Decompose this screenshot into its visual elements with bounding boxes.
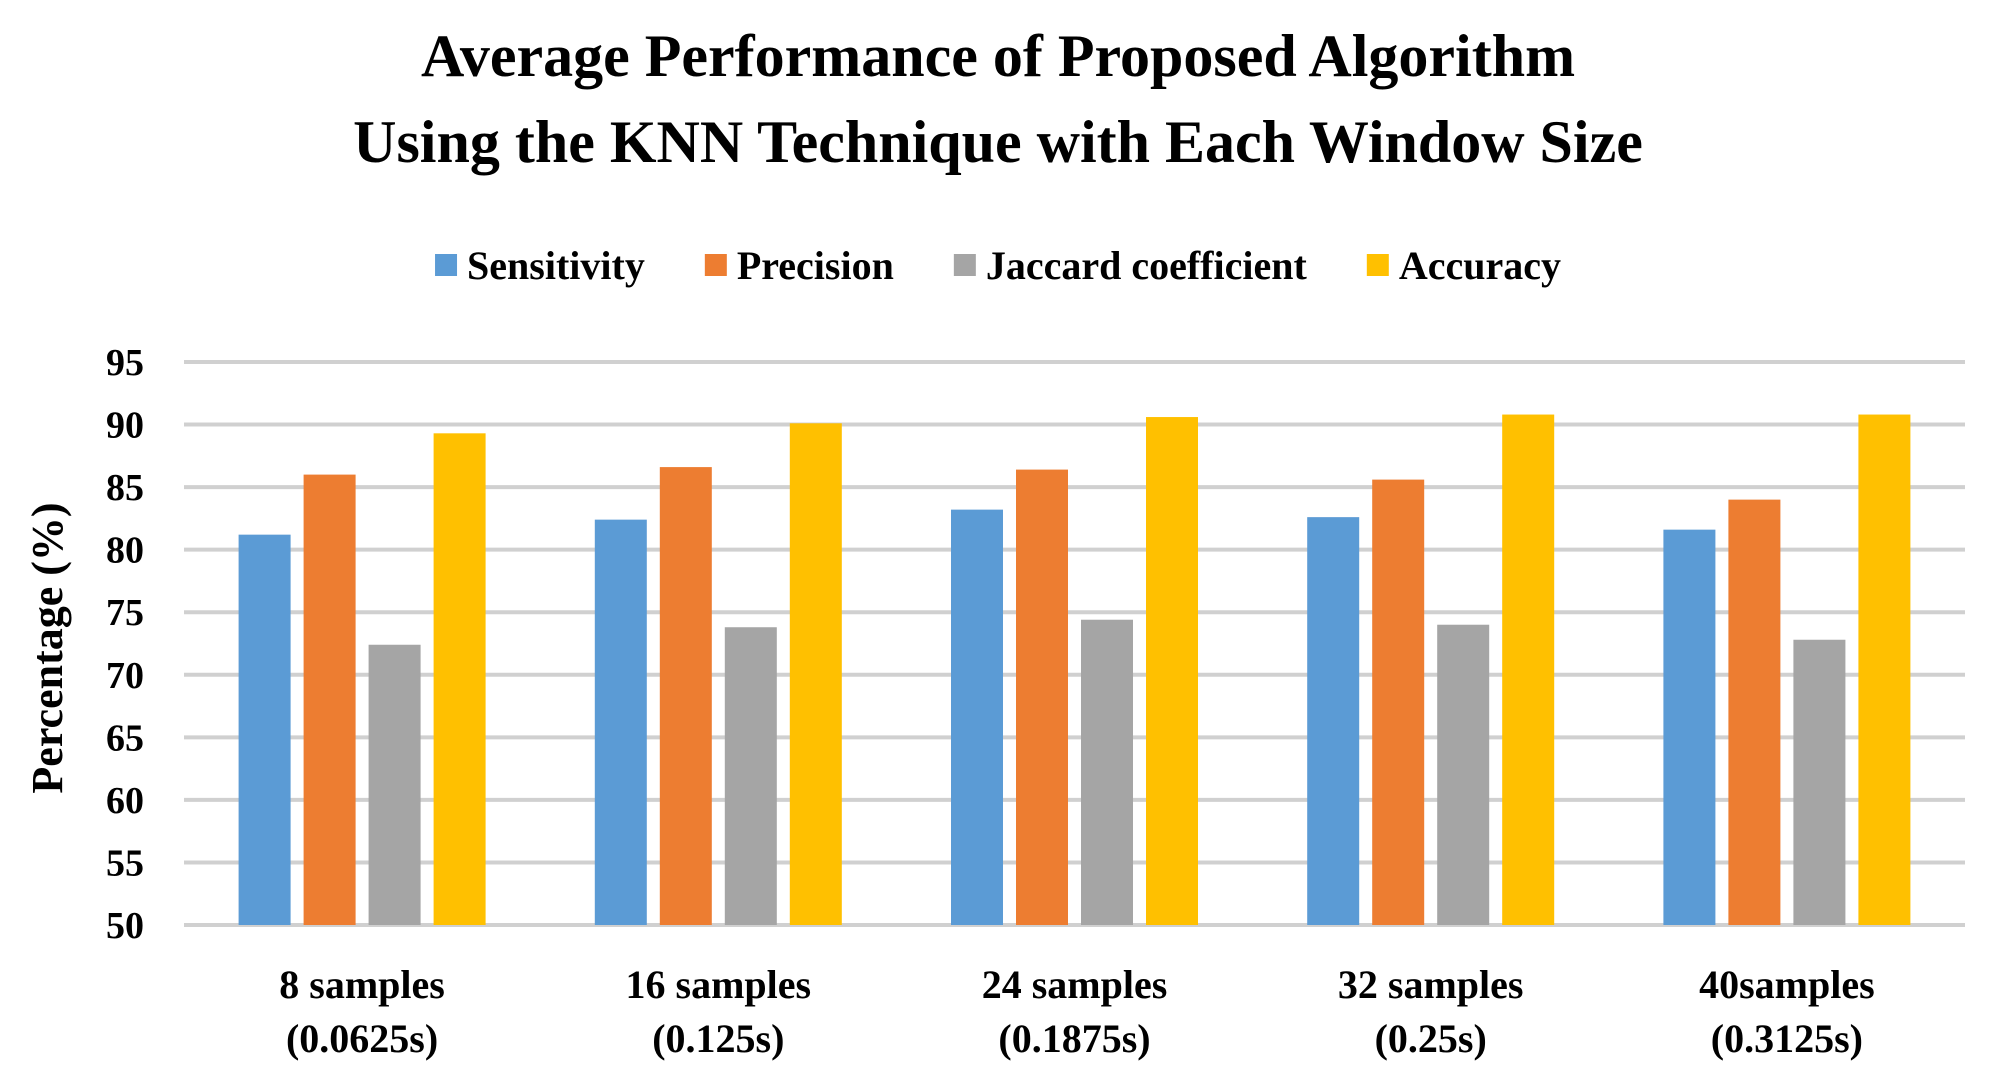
y-tick-label-85: 85 [106, 467, 144, 509]
y-axis-ticks: 50 55 60 65 70 75 80 85 90 95 [106, 342, 144, 947]
legend-swatch-jaccard-coefficient [953, 254, 976, 276]
legend-swatch-accuracy [1366, 254, 1389, 276]
legend-swatch-sensitivity [435, 254, 458, 276]
y-tick-label-80: 80 [106, 530, 144, 572]
legend-label-jaccard-coefficient: Jaccard coefficient [986, 243, 1308, 288]
x-axis-labels: 8 samples (0.0625s) 16 samples (0.125s) 24 s… [279, 962, 1874, 1061]
bar-precision-2 [659, 467, 712, 925]
legend-label-accuracy: Accuracy [1399, 243, 1561, 288]
y-tick-label-50: 50 [106, 905, 144, 947]
y-tick-label-55: 55 [106, 842, 144, 884]
x-category-label-2: 16 samples (0.125s) [626, 962, 812, 1061]
x-category-label-line: (0.3125s) [1711, 1016, 1863, 1061]
y-tick-label-95: 95 [106, 342, 144, 384]
legend-label-precision: Precision [737, 243, 894, 288]
bar-accuracy-2 [789, 423, 842, 925]
bar-precision-5 [1728, 499, 1781, 925]
chart-title-line-1: Average Performance of Proposed Algorith… [421, 23, 1575, 89]
bar-precision-4 [1372, 479, 1425, 925]
chart-title-line-2: Using the KNN Technique with Each Window… [353, 109, 1643, 175]
x-category-label-line: 32 samples [1338, 962, 1524, 1007]
bar-accuracy-3 [1146, 417, 1198, 925]
bar-sensitivity-1 [238, 534, 291, 925]
bar-jaccard-coefficient-2 [724, 627, 777, 925]
x-category-label-4: 32 samples (0.25s) [1338, 962, 1524, 1061]
chart-title: Average Performance of Proposed Algorith… [353, 23, 1643, 175]
bar-sensitivity-2 [594, 519, 647, 925]
bars [238, 414, 1911, 925]
y-axis-label: Percentage (%) [23, 502, 72, 793]
x-category-label-line: 40samples [1699, 962, 1875, 1007]
x-category-label-1: 8 samples (0.0625s) [279, 962, 445, 1061]
bar-sensitivity-3 [951, 509, 1003, 925]
bar-jaccard-coefficient-1 [368, 644, 421, 925]
bar-jaccard-coefficient-5 [1793, 639, 1846, 925]
bar-precision-1 [303, 474, 356, 925]
bar-accuracy-5 [1858, 414, 1911, 925]
y-tick-label-60: 60 [106, 780, 144, 822]
x-category-label-line: (0.1875s) [998, 1016, 1150, 1061]
bar-jaccard-coefficient-3 [1081, 619, 1133, 925]
y-tick-label-70: 70 [106, 655, 144, 697]
bar-accuracy-1 [433, 433, 486, 925]
bar-jaccard-coefficient-4 [1437, 624, 1490, 925]
y-tick-label-65: 65 [106, 717, 144, 759]
y-tick-label-75: 75 [106, 592, 144, 634]
x-category-label-line: (0.125s) [652, 1016, 784, 1061]
x-category-label-line: 24 samples [982, 962, 1168, 1007]
x-category-label-line: (0.0625s) [286, 1016, 438, 1061]
bar-precision-3 [1016, 469, 1068, 925]
y-tick-label-90: 90 [106, 405, 144, 447]
legend-swatch-precision [704, 254, 727, 276]
x-category-label-3: 24 samples (0.1875s) [982, 962, 1168, 1061]
legend: Sensitivity Precision Jaccard coefficient A… [435, 243, 1561, 288]
legend-label-sensitivity: Sensitivity [467, 243, 645, 288]
bar-accuracy-4 [1502, 414, 1555, 925]
x-category-label-5: 40samples (0.3125s) [1699, 962, 1875, 1061]
bar-sensitivity-4 [1307, 517, 1360, 925]
bar-sensitivity-5 [1663, 529, 1716, 925]
x-category-label-line: 8 samples [279, 962, 445, 1007]
x-category-label-line: 16 samples [626, 962, 812, 1007]
x-category-label-line: (0.25s) [1375, 1016, 1487, 1061]
